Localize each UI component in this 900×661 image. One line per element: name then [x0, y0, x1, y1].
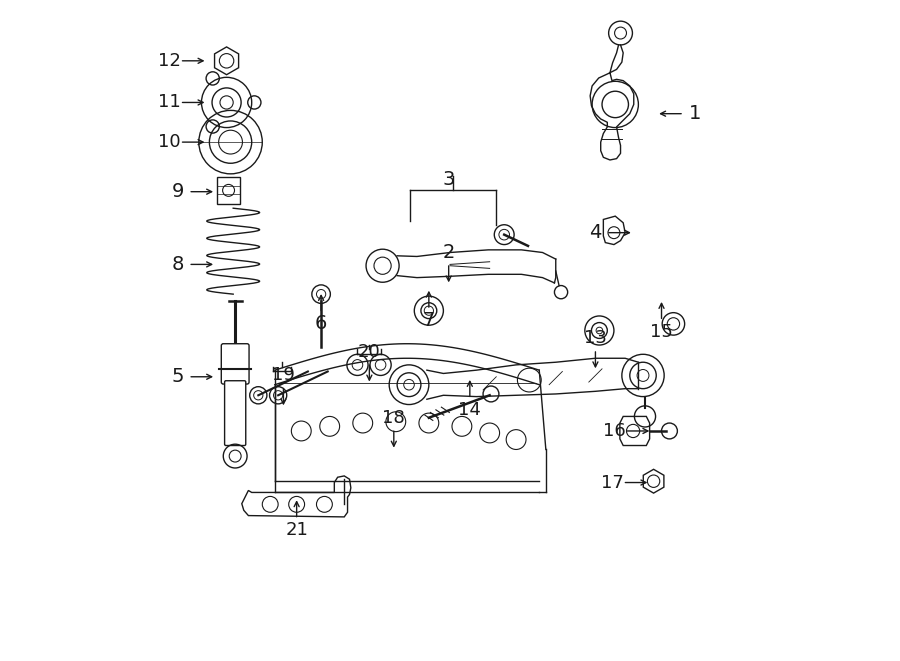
Text: 13: 13	[584, 329, 607, 348]
Text: 6: 6	[315, 315, 328, 333]
Text: 21: 21	[285, 521, 308, 539]
Text: 17: 17	[600, 473, 624, 492]
Text: 10: 10	[158, 133, 180, 151]
Text: 20: 20	[358, 342, 381, 361]
Text: 15: 15	[650, 323, 673, 341]
Text: 9: 9	[172, 182, 184, 201]
Text: 11: 11	[158, 93, 180, 112]
Text: 4: 4	[590, 223, 601, 242]
Text: 5: 5	[171, 368, 184, 386]
Text: 14: 14	[458, 401, 482, 419]
Text: 19: 19	[272, 366, 295, 385]
Text: 18: 18	[382, 408, 405, 427]
Text: 7: 7	[423, 311, 435, 330]
Text: 12: 12	[158, 52, 181, 70]
Text: 2: 2	[443, 243, 454, 262]
FancyBboxPatch shape	[221, 344, 249, 384]
Text: 16: 16	[603, 422, 625, 440]
Text: 3: 3	[443, 171, 454, 189]
FancyBboxPatch shape	[225, 381, 246, 446]
Text: 1: 1	[688, 104, 701, 123]
Text: 8: 8	[172, 255, 184, 274]
